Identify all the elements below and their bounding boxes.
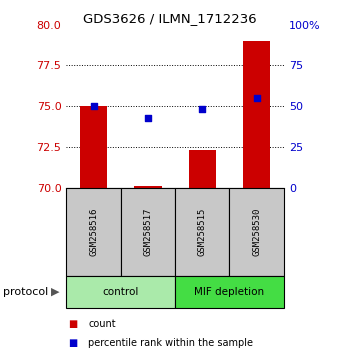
Point bbox=[145, 115, 151, 120]
Text: ■: ■ bbox=[68, 338, 77, 348]
Text: count: count bbox=[88, 319, 116, 329]
Text: GSM258517: GSM258517 bbox=[143, 208, 152, 256]
Text: GSM258516: GSM258516 bbox=[89, 208, 98, 256]
Text: MIF depletion: MIF depletion bbox=[194, 287, 265, 297]
Text: percentile rank within the sample: percentile rank within the sample bbox=[88, 338, 253, 348]
Text: GSM258530: GSM258530 bbox=[252, 208, 261, 256]
Text: ▶: ▶ bbox=[51, 287, 60, 297]
Point bbox=[200, 107, 205, 112]
Text: protocol: protocol bbox=[3, 287, 49, 297]
Text: GSM258515: GSM258515 bbox=[198, 208, 207, 256]
Bar bbox=[134, 185, 162, 188]
Point bbox=[254, 95, 259, 101]
Text: GDS3626 / ILMN_1712236: GDS3626 / ILMN_1712236 bbox=[83, 12, 257, 25]
Bar bbox=[80, 106, 107, 188]
Bar bbox=[243, 41, 270, 188]
Point bbox=[91, 103, 96, 109]
Text: control: control bbox=[103, 287, 139, 297]
Bar bbox=[189, 150, 216, 188]
Text: ■: ■ bbox=[68, 319, 77, 329]
